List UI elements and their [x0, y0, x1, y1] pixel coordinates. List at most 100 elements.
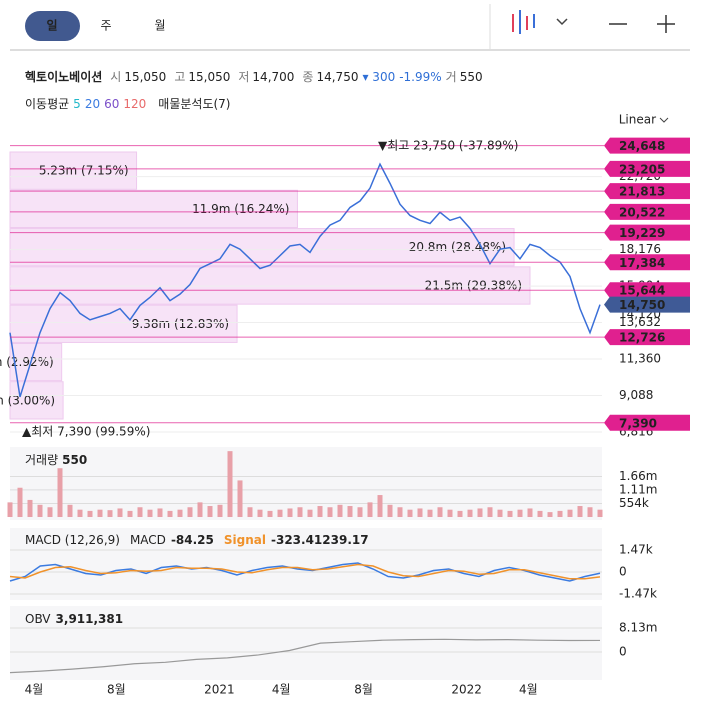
level-tag-label: 21,813 — [619, 185, 665, 199]
level-tag — [604, 254, 690, 271]
volume-bar — [77, 509, 83, 517]
volume-bar — [217, 504, 223, 517]
x-tick-label: 4월 — [25, 683, 44, 697]
profile-bar — [9, 151, 138, 190]
y-tick-label: 1.11m — [619, 482, 657, 496]
level-tag — [604, 203, 690, 220]
text-part: 매물분석도(7) — [158, 97, 230, 111]
level-tag — [604, 414, 690, 431]
volume-bar — [237, 480, 243, 517]
profile-label: 2.14m (2.92%) — [0, 355, 54, 369]
y-tick-label: 1.47k — [619, 542, 653, 556]
y-tick-label: -1.47k — [619, 587, 657, 601]
volume-bar — [117, 508, 123, 517]
text-part: 거 — [446, 70, 457, 84]
volume-bar — [517, 509, 523, 517]
profile-bar — [9, 228, 515, 267]
y-tick-label: 18,176 — [619, 242, 661, 256]
text-part: 15,050 — [124, 70, 166, 84]
volume-bar — [247, 507, 253, 517]
level-tag-label: 20,522 — [619, 205, 665, 219]
obv-panel — [10, 606, 602, 680]
profile-bar — [9, 342, 63, 382]
current-tag — [604, 296, 690, 313]
tab[interactable]: 월 — [154, 19, 165, 33]
volume-bar — [417, 508, 423, 517]
profile-bar — [9, 381, 64, 420]
level-tag-label: 12,726 — [619, 331, 665, 345]
volume-bar — [437, 507, 443, 517]
text-part: Signal — [224, 533, 266, 547]
profile-bar — [9, 189, 298, 229]
text-part: -1.99% — [399, 70, 441, 84]
volume-bar — [307, 509, 313, 517]
volume-bar — [267, 510, 273, 517]
x-tick-label: 2022 — [451, 683, 482, 697]
tab[interactable]: 주 — [100, 19, 111, 33]
level-tag — [604, 282, 690, 299]
volume-bar — [507, 510, 513, 517]
text-part: 5 — [73, 97, 81, 111]
text-part: MACD (12,26,9) — [25, 533, 120, 547]
profile-label: 5.23m (7.15%) — [39, 164, 129, 178]
volume-bar — [347, 506, 353, 517]
level-tag — [604, 224, 690, 241]
volume-bar — [187, 507, 193, 517]
x-tick-label: 8월 — [354, 683, 373, 697]
text-part: 종 — [302, 70, 313, 84]
text-part: -323.41239.17 — [271, 533, 369, 547]
text-part: 14,750 — [316, 70, 358, 84]
scale-dropdown[interactable] — [659, 117, 669, 123]
volume-bar — [277, 509, 283, 517]
profile-bar — [9, 304, 238, 343]
volume-bar — [337, 504, 343, 517]
scale-mode[interactable]: Linear — [619, 113, 656, 127]
zoom-in[interactable] — [657, 15, 675, 33]
tab-active[interactable] — [25, 11, 80, 41]
level-tag — [604, 137, 690, 154]
text-part: 550 — [62, 453, 87, 467]
volume-bar — [157, 508, 163, 517]
level-tag-label: 23,205 — [619, 162, 665, 176]
y-tick-label: 0 — [619, 565, 627, 579]
volume-bar — [427, 509, 433, 517]
text-part: 고 — [174, 70, 185, 84]
volume-bar — [397, 507, 403, 517]
current-tag-label: 14,750 — [619, 298, 665, 312]
text-part: 20 — [85, 97, 100, 111]
profile-label: 11.9m (16.24%) — [192, 202, 289, 216]
volume-bar — [257, 509, 263, 517]
candle-icon[interactable] — [512, 10, 535, 34]
profile-bar — [9, 266, 531, 305]
low-note: ▲최저 7,390 (99.59%) — [22, 425, 150, 439]
volume-bar — [537, 510, 543, 517]
tab[interactable]: 일 — [46, 19, 57, 33]
y-tick-label: 8.13m — [619, 621, 657, 635]
volume-bar — [457, 510, 463, 517]
text-part: -84.25 — [171, 533, 214, 547]
y-tick-label: 13,632 — [619, 315, 661, 329]
profile-label: 20.8m (28.48%) — [409, 240, 506, 254]
volume-bar — [357, 507, 363, 517]
signal-line — [9, 563, 601, 580]
volume-bar — [327, 507, 333, 517]
dropdown-icon[interactable] — [556, 18, 568, 26]
volume-panel — [10, 447, 602, 520]
volume-title: 거래량 550 — [25, 453, 87, 467]
volume-bar — [577, 506, 583, 517]
volume-bar — [57, 468, 63, 517]
level-tag-label: 7,390 — [619, 416, 657, 430]
macd-title: MACD (12,26,9) MACD -84.25 Signal -323.41239… — [25, 533, 369, 547]
volume-bar — [487, 507, 493, 517]
volume-bar — [467, 509, 473, 517]
text-part: 15,050 — [188, 70, 230, 84]
profile-label: 2.19m (3.00%) — [0, 393, 55, 407]
level-tag — [604, 160, 690, 177]
volume-bar — [87, 510, 93, 517]
volume-bar — [17, 487, 23, 517]
text-part: ▾ 300 — [362, 70, 395, 84]
volume-bar — [547, 512, 553, 517]
volume-bar — [597, 509, 603, 517]
volume-bar — [137, 507, 143, 517]
stock-info: 헥토이노베이션 시 15,050 고 15,050 저 14,700 종 14,750 ▾ 300… — [25, 69, 483, 84]
